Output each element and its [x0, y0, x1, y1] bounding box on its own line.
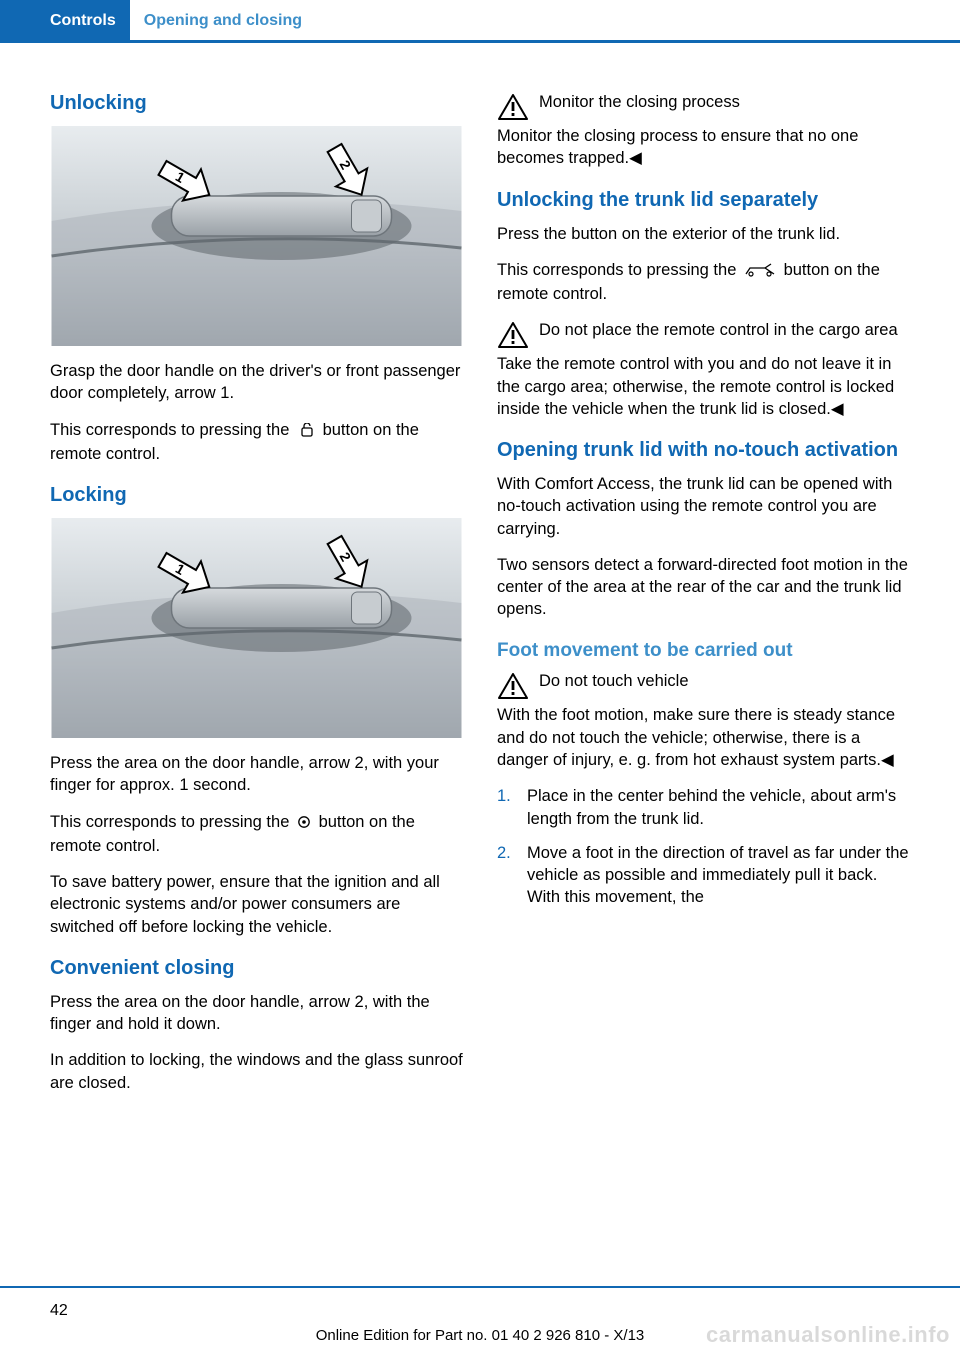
unlocking-p2a: This corresponds to pressing the [50, 421, 294, 439]
lock-icon [296, 813, 312, 835]
figure-door-handle-unlock: 1 2 [50, 126, 463, 346]
step-number: 2. [497, 842, 515, 909]
foot-step-1: 1. Place in the center behind the vehicle… [497, 785, 910, 830]
locking-p2a: This corresponds to pressing the [50, 813, 294, 831]
warning-remote-title: Do not place the remote control in the c… [539, 319, 910, 341]
header-section-title: Opening and closing [130, 0, 316, 40]
warning-monitor-title: Monitor the closing process [539, 91, 910, 113]
unlocking-p2: This corresponds to pressing the button … [50, 419, 463, 466]
trunk-sep-p2: This corresponds to pressing the but­ton… [497, 259, 910, 306]
trunk-sep-p1: Press the button on the exterior of the … [497, 223, 910, 245]
watermark: carmanualsonline.info [706, 1322, 950, 1348]
trunk-sep-p2a: This corresponds to pressing the [497, 261, 741, 279]
trunk-icon [743, 261, 777, 283]
step-number: 1. [497, 785, 515, 830]
right-column: Monitor the closing process Monitor the … [497, 91, 910, 1108]
warning-foot: Do not touch vehicle [497, 670, 910, 700]
locking-p1: Press the area on the door handle, arrow… [50, 752, 463, 797]
warning-monitor-body: Monitor the closing process to ensure th… [497, 125, 910, 170]
footer-rule [0, 1286, 960, 1288]
warning-monitor-closing: Monitor the closing process [497, 91, 910, 121]
foot-steps-list: 1. Place in the center behind the vehicle… [497, 785, 910, 908]
warning-remote-cargo: Do not place the remote control in the c… [497, 319, 910, 349]
page-body: Unlocking [0, 43, 960, 1108]
convenient-p1: Press the area on the door handle, arrow… [50, 991, 463, 1036]
heading-locking: Locking [50, 483, 463, 508]
convenient-p2: In addition to locking, the windows and … [50, 1049, 463, 1094]
heading-unlocking: Unlocking [50, 91, 463, 116]
heading-convenient-closing: Convenient closing [50, 956, 463, 981]
header: Controls Opening and closing [0, 0, 960, 40]
header-tab-controls: Controls [0, 0, 130, 40]
warning-icon [497, 93, 529, 121]
foot-step-2: 2.Move a foot in the direction of travel… [497, 842, 910, 909]
step-text: Move a foot in the direction of travel a… [527, 842, 910, 909]
heading-notouch: Opening trunk lid with no-touch activati… [497, 438, 910, 463]
warning-icon [497, 321, 529, 349]
notouch-p1: With Comfort Access, the trunk lid can b… [497, 473, 910, 540]
unlocking-p1: Grasp the door handle on the driver's or… [50, 360, 463, 405]
warning-remote-body: Take the remote control with you and do … [497, 353, 910, 420]
left-column: Unlocking [50, 91, 463, 1108]
warning-foot-title: Do not touch vehicle [539, 670, 910, 692]
notouch-p2: Two sensors detect a forward-directed fo… [497, 554, 910, 621]
figure-door-handle-lock: 1 2 [50, 518, 463, 738]
page-number: 42 [50, 1302, 68, 1320]
step-text: Place in the center behind the vehicle, … [527, 785, 910, 830]
warning-foot-body: With the foot motion, make sure there is… [497, 704, 910, 771]
locking-p3: To save battery power, ensure that the i… [50, 871, 463, 938]
heading-trunk-separately: Unlocking the trunk lid separately [497, 188, 910, 213]
heading-foot-movement: Foot movement to be carried out [497, 639, 910, 663]
unlock-icon [296, 421, 316, 443]
warning-icon [497, 672, 529, 700]
locking-p2: This corresponds to pressing the button … [50, 811, 463, 858]
